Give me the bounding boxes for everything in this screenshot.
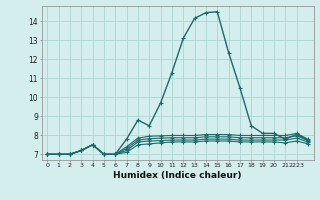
- X-axis label: Humidex (Indice chaleur): Humidex (Indice chaleur): [113, 171, 242, 180]
